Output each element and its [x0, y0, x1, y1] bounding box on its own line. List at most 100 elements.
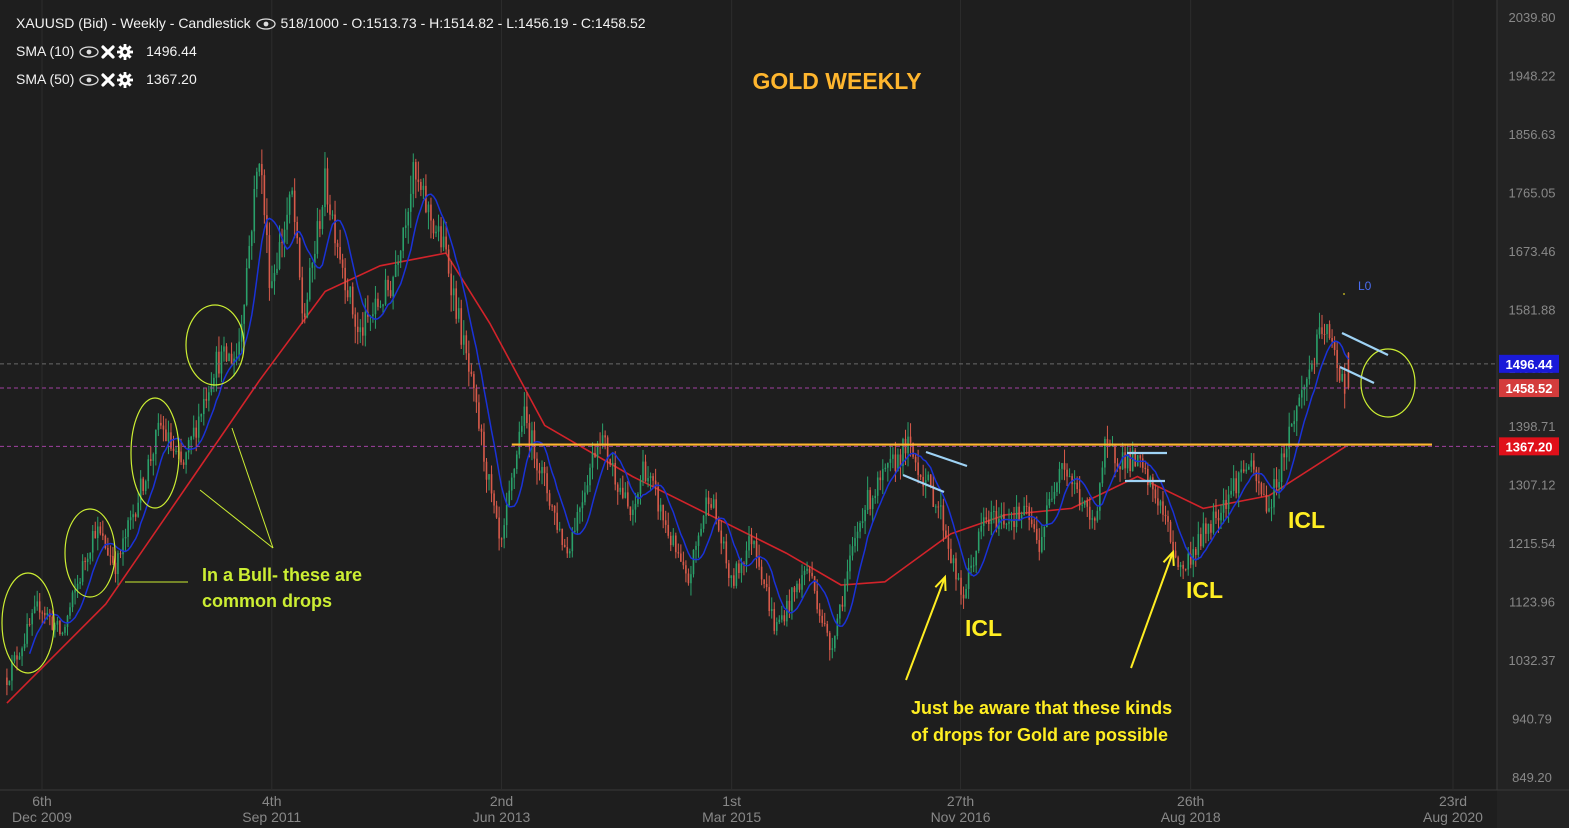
candle-body	[642, 461, 644, 481]
candle-body	[182, 462, 185, 465]
candle-body	[1035, 528, 1038, 541]
candle-body	[1247, 466, 1250, 470]
candle-body	[1046, 505, 1048, 527]
candle-body	[586, 485, 589, 493]
candle-body	[457, 308, 460, 319]
candle-body	[122, 538, 124, 555]
candle-body	[909, 436, 912, 443]
candle-body	[934, 506, 937, 508]
candle-body	[1194, 549, 1197, 555]
candle-body	[102, 533, 104, 536]
candle-body	[579, 508, 581, 513]
candle-body	[510, 477, 513, 491]
eye-icon[interactable]	[255, 17, 277, 31]
candle-body	[1268, 508, 1270, 512]
last-price-badge-text: 1458.52	[1506, 381, 1553, 396]
candle-body	[1063, 463, 1066, 470]
candle-body	[662, 504, 664, 521]
x-tick-month: Aug 2018	[1161, 809, 1221, 825]
candle-body	[26, 624, 28, 644]
candle-body	[218, 351, 220, 374]
eye-icon[interactable]	[78, 73, 100, 87]
candle-body	[589, 467, 591, 486]
candle-body	[697, 535, 700, 546]
x-tick-day: 1st	[722, 793, 741, 809]
x-tick-day: 6th	[32, 793, 51, 809]
candle-body	[675, 535, 677, 553]
arrow-line	[1130, 551, 1174, 669]
candle-body	[591, 452, 594, 468]
candle-body	[155, 429, 157, 455]
candle-body	[624, 492, 627, 498]
candle-body	[669, 535, 672, 546]
sma10-price-badge	[1499, 354, 1559, 373]
candle-body	[768, 587, 770, 611]
candle-body	[314, 253, 316, 263]
close-icon[interactable]	[100, 72, 116, 88]
candle-body	[1316, 334, 1318, 364]
candle-body	[478, 402, 480, 429]
x-tick-month: Jun 2013	[473, 809, 531, 825]
gear-icon[interactable]	[116, 43, 134, 61]
candle-body	[1073, 482, 1076, 485]
candle-body	[952, 558, 955, 564]
candle-body	[1119, 466, 1121, 470]
candle-body	[394, 264, 397, 278]
candle-body	[710, 504, 712, 508]
candle-body	[1250, 460, 1253, 467]
candle-body	[712, 499, 715, 508]
eye-icon[interactable]	[78, 45, 100, 59]
candle-body	[687, 573, 690, 584]
candle-body	[473, 374, 475, 389]
icl-label: ICL	[1186, 577, 1223, 603]
candle-body	[1111, 445, 1114, 447]
candle-body	[250, 231, 253, 247]
candle-body	[1298, 397, 1301, 407]
candle-body	[488, 474, 490, 480]
candle-body	[826, 623, 829, 633]
candle-body	[1172, 541, 1174, 551]
candle-body	[1167, 516, 1169, 522]
candle-body	[515, 454, 518, 470]
gear-icon[interactable]	[116, 71, 134, 89]
close-icon[interactable]	[100, 44, 116, 60]
highlight-ellipse	[185, 304, 245, 386]
candle-body	[1033, 524, 1036, 529]
candle-body	[104, 535, 107, 548]
candle-body	[667, 524, 670, 536]
candle-body	[965, 588, 967, 599]
candle-body	[932, 485, 935, 507]
candle-body	[1240, 469, 1243, 473]
highlight-ellipse	[64, 508, 116, 598]
candle-body	[521, 425, 523, 432]
candle-body	[268, 235, 271, 288]
candle-body	[8, 680, 11, 686]
candle-body	[563, 544, 566, 548]
candle-body	[465, 335, 468, 354]
y-tick-label: 940.79	[1512, 712, 1552, 727]
candle-body	[866, 490, 869, 510]
candle-body	[1099, 483, 1101, 511]
candle-body	[889, 458, 892, 463]
candle-body	[584, 492, 586, 503]
candle-body	[258, 163, 261, 172]
candle-body	[861, 521, 864, 523]
candle-body	[700, 528, 702, 536]
candle-body	[420, 181, 422, 190]
candle-body	[1068, 476, 1071, 478]
candle-body	[649, 476, 652, 479]
candle-body	[1187, 553, 1190, 570]
candle-body	[695, 545, 697, 550]
candle-body	[770, 609, 773, 611]
candle-body	[351, 286, 354, 315]
candle-body	[720, 530, 723, 544]
candle-body	[574, 530, 576, 532]
candle-body	[1242, 469, 1245, 472]
candle-body	[755, 541, 758, 558]
candle-body	[1162, 501, 1164, 515]
candle-body	[705, 497, 707, 516]
candle-body	[228, 353, 230, 362]
candle-body	[1078, 489, 1081, 506]
candle-body	[806, 568, 808, 571]
candle-body	[293, 190, 296, 222]
